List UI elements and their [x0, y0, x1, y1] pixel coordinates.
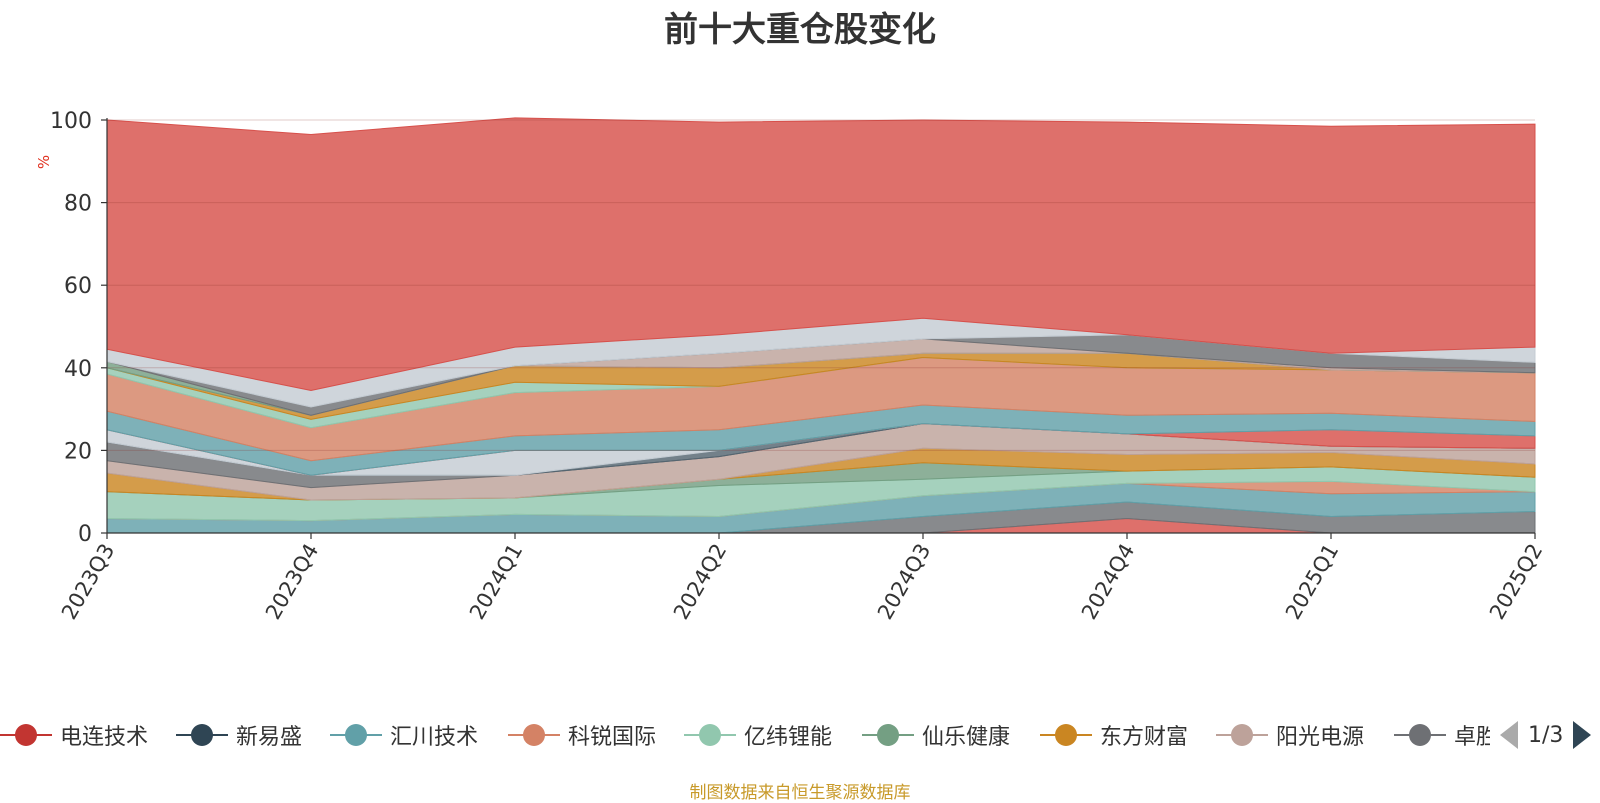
legend-marker-icon	[1040, 724, 1092, 746]
legend-prev-page-icon[interactable]	[1500, 721, 1518, 749]
y-tick-label-0: 0	[78, 522, 92, 547]
y-tick-label-20: 20	[64, 439, 92, 464]
legend-item-5[interactable]: 亿纬锂能	[684, 712, 832, 758]
legend-item-9[interactable]: 卓胜微	[1394, 712, 1490, 758]
x-tick-label-2025Q2: 2025Q2	[1485, 540, 1547, 624]
legend-marker-icon	[330, 724, 382, 746]
y-tick-label-40: 40	[64, 357, 92, 382]
legend-page-indicator: 1/3	[1528, 722, 1564, 748]
legend-pager: 1/3	[1500, 718, 1600, 752]
legend-marker-icon	[0, 724, 52, 746]
y-axis-label: %	[35, 155, 53, 169]
chart-title: 前十大重仓股变化	[664, 10, 936, 50]
legend-marker-icon	[176, 724, 228, 746]
y-tick-label-100: 100	[50, 109, 92, 134]
legend-next-page-icon[interactable]	[1573, 721, 1592, 749]
legend-item-label: 新易盛	[236, 725, 303, 750]
legend-item-2[interactable]: 新易盛	[176, 712, 302, 758]
x-tick-label-2024Q4: 2024Q4	[1077, 540, 1139, 624]
x-tick-label-2024Q2: 2024Q2	[669, 540, 731, 624]
legend-marker-icon	[508, 724, 560, 746]
legend-item-7[interactable]: 东方财富	[1040, 712, 1188, 758]
y-tick-label-80: 80	[64, 192, 92, 217]
legend-item-label: 科锐国际	[568, 725, 657, 750]
y-tick-label-60: 60	[64, 274, 92, 299]
x-tick-label-2023Q4: 2023Q4	[261, 540, 323, 624]
legend-marker-icon	[684, 724, 736, 746]
legend-item-label: 仙乐健康	[922, 725, 1011, 750]
legend-item-1[interactable]: 电连技术	[0, 712, 148, 758]
legend: 电连技术 新易盛 汇川技术 科锐国际 亿纬锂能 仙乐健康 东方财富 阳光电源 卓胜微	[0, 712, 1490, 760]
x-tick-label-2025Q1: 2025Q1	[1281, 540, 1343, 624]
legend-marker-icon	[1216, 724, 1268, 746]
series-area-21	[106, 117, 1536, 392]
legend-item-label: 卓胜微	[1454, 725, 1490, 750]
legend-item-label: 汇川技术	[390, 725, 479, 750]
x-tick-label-2023Q3: 2023Q3	[57, 540, 119, 624]
x-tick-label-2024Q3: 2024Q3	[873, 540, 935, 624]
legend-item-3[interactable]: 汇川技术	[330, 712, 478, 758]
legend-item-6[interactable]: 仙乐健康	[862, 712, 1010, 758]
legend-item-label: 东方财富	[1100, 725, 1189, 750]
source-note: 制图数据来自恒生聚源数据库	[689, 783, 911, 803]
legend-item-4[interactable]: 科锐国际	[508, 712, 656, 758]
legend-item-8[interactable]: 阳光电源	[1216, 712, 1364, 758]
legend-item-label: 电连技术	[60, 725, 149, 750]
legend-marker-icon	[862, 724, 914, 746]
legend-marker-icon	[1394, 724, 1446, 746]
legend-item-label: 阳光电源	[1276, 725, 1365, 750]
legend-item-label: 亿纬锂能	[744, 725, 833, 750]
x-tick-label-2024Q1: 2024Q1	[465, 540, 527, 624]
